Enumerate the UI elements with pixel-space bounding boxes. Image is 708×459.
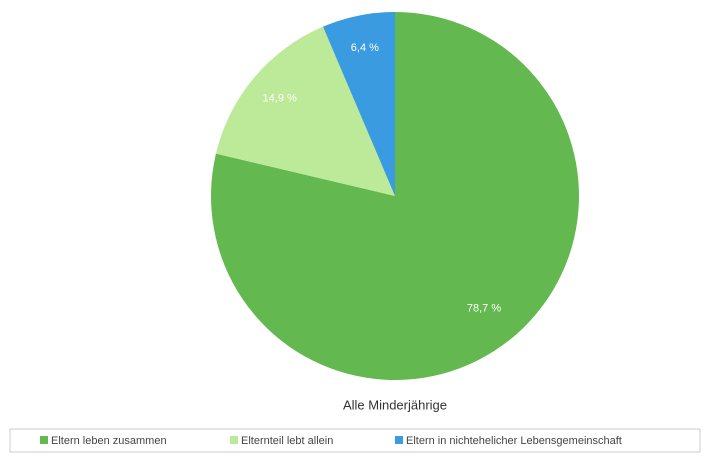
legend-marker: [230, 436, 238, 444]
legend-label: Elternteil lebt allein: [241, 435, 333, 447]
legend-label: Eltern in nichtehelicher Lebensgemeinsch…: [406, 435, 622, 447]
pie-slice: [322, 12, 395, 196]
pie-slice: [215, 26, 395, 197]
data-label: 6,4 %: [351, 42, 379, 54]
chart-title: Alle Minderjährige: [343, 397, 447, 412]
legend-label: Eltern leben zusammen: [51, 435, 167, 447]
legend-marker: [40, 436, 48, 444]
data-label: 14,9 %: [263, 93, 297, 105]
legend-marker: [395, 436, 403, 444]
legend-box: [9, 428, 701, 453]
data-label: 78,7 %: [467, 302, 501, 314]
